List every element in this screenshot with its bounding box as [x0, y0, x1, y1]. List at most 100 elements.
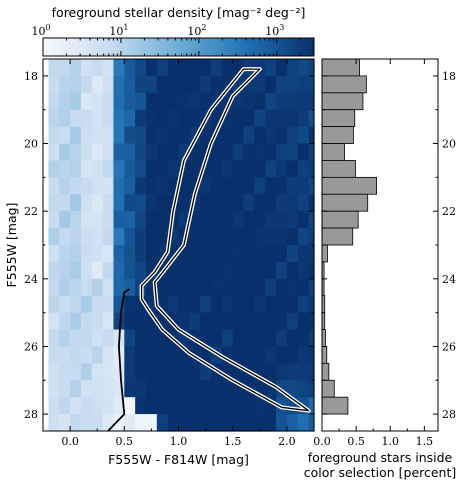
heatmap-cell [232, 295, 245, 314]
heatmap-cell [178, 75, 190, 94]
heatmap-cell [221, 75, 234, 94]
heatmap-cell [167, 363, 180, 381]
heatmap-cell [178, 295, 190, 314]
heatmap-cell [189, 75, 201, 94]
heatmap-cell [59, 177, 71, 195]
heatmap-cell [59, 295, 71, 314]
heatmap-cell [297, 261, 310, 280]
x-tick-label: 1.0 [170, 435, 188, 448]
heatmap-cell [286, 109, 299, 128]
boundary-curve [107, 288, 131, 432]
heatmap-cell [145, 194, 158, 212]
hist-x-tick-label: 0.0 [313, 435, 331, 448]
heatmap-cell [80, 59, 93, 77]
heatmap-cell [91, 228, 104, 246]
heatmap-cell [297, 211, 310, 229]
heatmap-cell [286, 380, 299, 398]
heatmap-cell [102, 160, 115, 178]
heatmap-cell [297, 59, 310, 77]
histogram-bar [321, 193, 369, 212]
heatmap-cell [80, 75, 93, 94]
heatmap-cell [189, 228, 201, 246]
heatmap-cell [124, 346, 136, 364]
heatmap-cell [200, 363, 212, 381]
heatmap-cell [200, 228, 212, 246]
colorbar-tick-exp: 2 [201, 23, 206, 32]
heatmap-cell [48, 194, 60, 212]
heatmap-cell [59, 245, 71, 263]
heatmap-cell [135, 414, 147, 432]
heatmap-cell [254, 92, 266, 111]
heatmap-cell [254, 261, 266, 280]
heatmap-cell [124, 160, 136, 178]
heatmap-cell [124, 261, 136, 280]
heatmap-cell [156, 92, 169, 111]
heatmap-cell [91, 261, 104, 280]
histogram-ticks: 0.0 0.5 1.0 1.5 18 20 22 24 26 28 [313, 59, 456, 448]
heatmap-cell [156, 414, 169, 432]
heatmap-cell [189, 312, 201, 331]
heatmap-cell [286, 211, 299, 229]
heatmap-cell [156, 59, 169, 77]
heatmap-cell [135, 177, 147, 195]
heatmap-cell [286, 194, 299, 212]
heatmap-cell [276, 126, 288, 145]
heatmap-cell [221, 397, 234, 415]
heatmap-cell [167, 414, 180, 432]
heatmap-cell [145, 228, 158, 246]
heatmap-cell [308, 397, 315, 415]
heatmap-cell [254, 380, 266, 398]
heatmap-cell [221, 363, 234, 381]
y-tick-label: 20 [24, 138, 38, 151]
heatmap-cell [286, 245, 299, 263]
heatmap-cell [102, 109, 115, 128]
heatmap-cell [221, 245, 234, 263]
heatmap-cell [189, 397, 201, 415]
heatmap-cell [297, 245, 310, 263]
x-tick-label: 0.5 [116, 435, 134, 448]
heatmap-cell [135, 109, 147, 128]
heatmap-cell [156, 329, 169, 348]
heatmap-cell [211, 211, 223, 229]
heatmap-cell [48, 177, 60, 195]
heatmap-cell [80, 228, 93, 246]
heatmap-cell [286, 363, 299, 381]
heatmap-cell [254, 414, 266, 432]
heatmap-cell [80, 109, 93, 128]
heatmap-cell [243, 245, 255, 263]
heatmap-cell [308, 346, 315, 364]
heatmap-cell [200, 312, 212, 331]
heatmap-cell [70, 177, 82, 195]
heatmap-cell [286, 75, 299, 94]
heatmap-cell [113, 126, 125, 145]
heatmap-cell [286, 312, 299, 331]
heatmap-cell [113, 278, 125, 297]
heatmap-cell [232, 126, 245, 145]
heatmap-cell [286, 414, 299, 432]
heatmap-cell [243, 126, 255, 145]
colorbar-tick-label: 102 [187, 23, 206, 38]
heatmap-cell [113, 177, 125, 195]
heatmap-cell [265, 380, 277, 398]
heatmap-cell [211, 75, 223, 94]
heatmap-cell [167, 126, 180, 145]
heatmap-cell [286, 346, 299, 364]
colorbar-tick-exp: 0 [45, 23, 50, 32]
heatmap-cell [113, 363, 125, 381]
heatmap-cell [221, 295, 234, 314]
heatmap-cell [276, 75, 288, 94]
heatmap-cell [113, 59, 125, 77]
heatmap-cell [156, 397, 169, 415]
heatmap-cell [135, 312, 147, 331]
heatmap-cell [145, 414, 158, 432]
heatmap-cell [80, 312, 93, 331]
heatmap-cell [124, 211, 136, 229]
heatmap-cell [232, 329, 245, 348]
heatmap-cell [297, 194, 310, 212]
hist-y-tick-label: 22 [442, 205, 456, 218]
heatmap-cell [221, 92, 234, 111]
heatmap-cell [178, 278, 190, 297]
heatmap-cell [308, 126, 315, 145]
selection-polygon [140, 68, 310, 412]
heatmap-cell [145, 59, 158, 77]
